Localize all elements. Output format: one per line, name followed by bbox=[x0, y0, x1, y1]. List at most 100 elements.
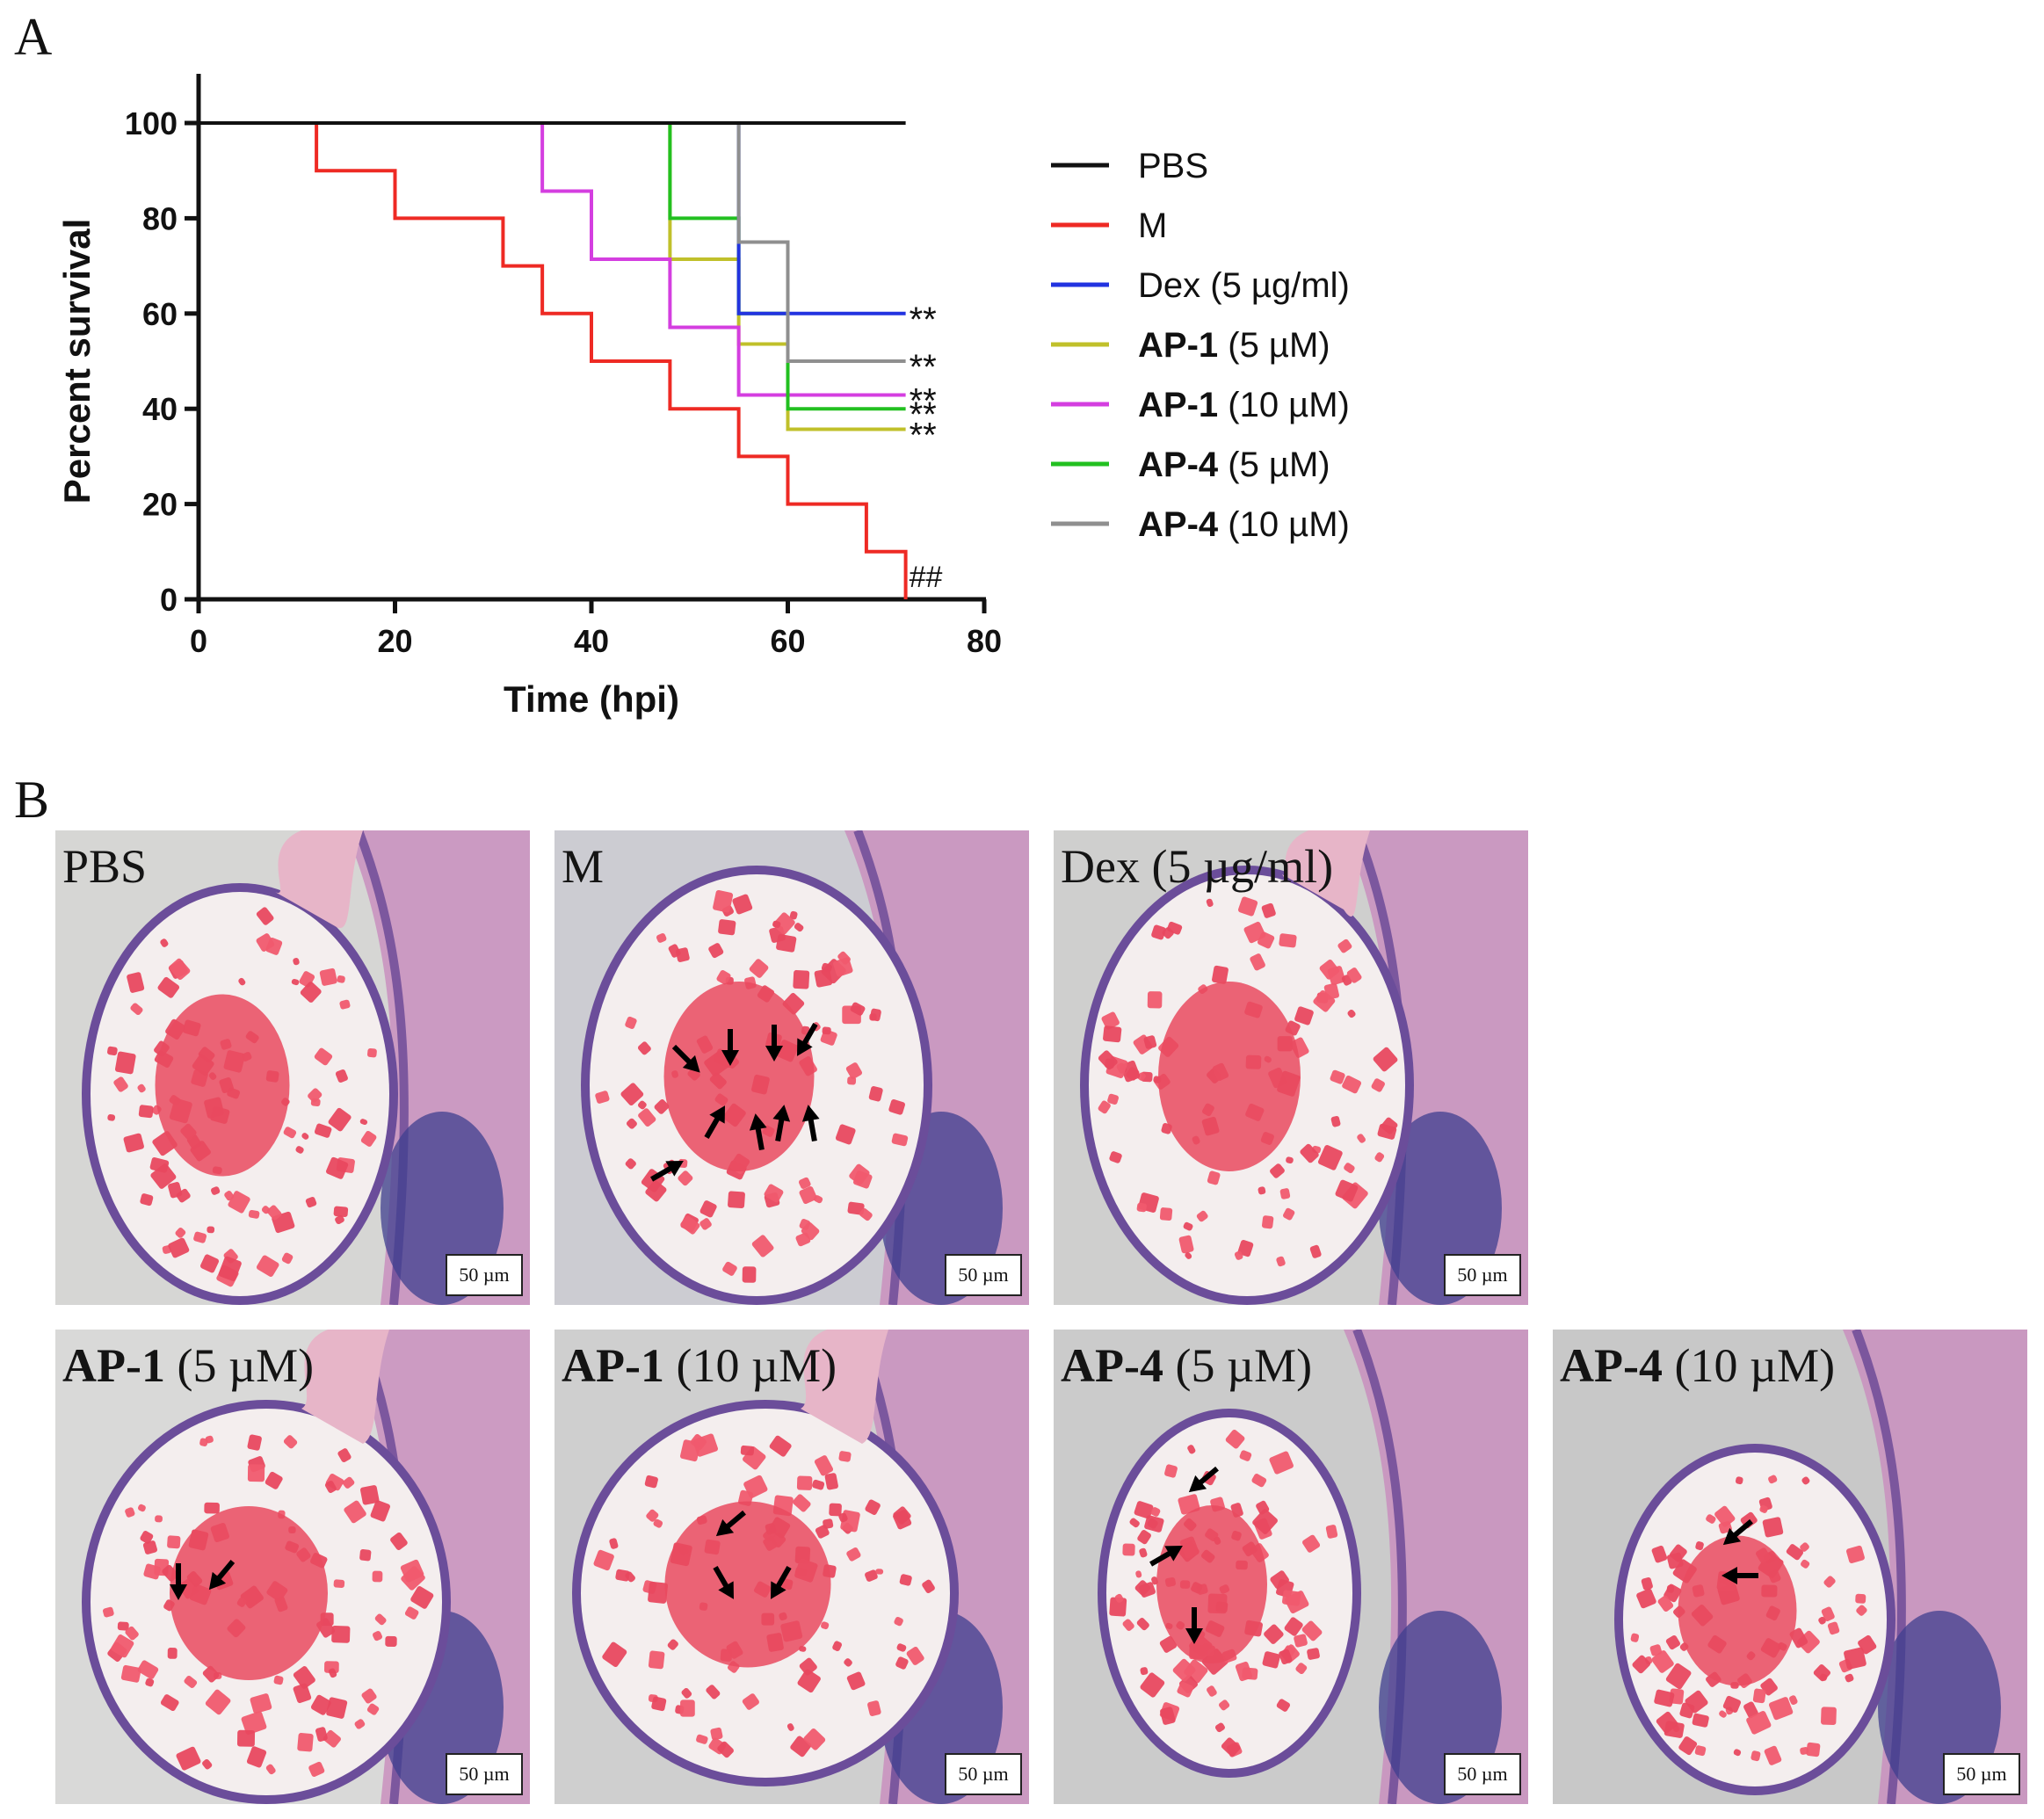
red-cell bbox=[360, 1130, 377, 1147]
red-cell bbox=[1342, 1076, 1362, 1094]
sac-neck bbox=[801, 1330, 888, 1444]
red-cell bbox=[708, 943, 724, 959]
arrow-head bbox=[1185, 1628, 1203, 1644]
red-cell bbox=[865, 1569, 878, 1582]
histology-label: PBS bbox=[62, 839, 147, 894]
red-cell bbox=[281, 1252, 294, 1265]
red-cell bbox=[1207, 1170, 1221, 1185]
red-cell bbox=[844, 1658, 852, 1667]
red-cell bbox=[145, 1678, 155, 1687]
red-cell bbox=[331, 1626, 351, 1643]
red-cell bbox=[1185, 1251, 1192, 1259]
red-cell bbox=[314, 1123, 332, 1138]
red-cell bbox=[138, 1105, 154, 1119]
red-cell bbox=[638, 1100, 647, 1110]
red-cell bbox=[1242, 1667, 1258, 1680]
red-cell bbox=[247, 1434, 262, 1451]
arrow-head bbox=[1722, 1527, 1742, 1546]
red-cell bbox=[1136, 1618, 1149, 1631]
red-cell bbox=[123, 1133, 144, 1153]
red-cell bbox=[1214, 1722, 1225, 1733]
red-cell bbox=[620, 1083, 644, 1106]
red-cell bbox=[1187, 1445, 1196, 1454]
red-cell bbox=[1768, 1697, 1794, 1721]
red-cell bbox=[1159, 1207, 1173, 1221]
survival-chart: 0 20 40 60 80 0 20 40 60 80 100 Time (hpi) Percent s… bbox=[56, 74, 1350, 720]
red-cell bbox=[772, 920, 781, 928]
red-cell bbox=[1206, 898, 1214, 907]
red-cell bbox=[651, 1696, 667, 1712]
red-cell bbox=[1692, 1713, 1709, 1728]
arrow-head bbox=[665, 1161, 684, 1177]
red-cell bbox=[740, 1445, 755, 1456]
red-cell bbox=[1134, 1501, 1154, 1519]
red-cell bbox=[1357, 1134, 1366, 1143]
red-cell bbox=[315, 1727, 328, 1742]
red-cell bbox=[680, 1215, 700, 1235]
arrow-head bbox=[771, 1581, 786, 1599]
red-cell bbox=[1257, 931, 1275, 949]
red-cell bbox=[142, 1540, 158, 1554]
red-cell bbox=[1147, 1518, 1158, 1529]
red-cell bbox=[120, 1664, 141, 1683]
red-cell bbox=[157, 976, 180, 998]
red-cell bbox=[359, 1119, 368, 1126]
red-cell bbox=[344, 1500, 366, 1524]
red-cell bbox=[335, 1069, 348, 1083]
red-cell bbox=[789, 910, 798, 920]
red-cell bbox=[868, 1086, 883, 1102]
red-cell bbox=[1178, 1235, 1194, 1254]
red-cell bbox=[906, 1646, 924, 1665]
red-cell bbox=[845, 1062, 863, 1079]
red-cell bbox=[1806, 1742, 1821, 1757]
red-cell bbox=[1301, 1620, 1323, 1641]
red-cell bbox=[895, 1656, 909, 1670]
red-cell bbox=[1196, 1210, 1208, 1222]
red-cell bbox=[1313, 989, 1336, 1012]
red-cell bbox=[241, 1711, 267, 1736]
red-cell bbox=[295, 1146, 304, 1154]
red-cell bbox=[1177, 1681, 1193, 1698]
red-cell bbox=[366, 1047, 377, 1058]
red-cell bbox=[1319, 959, 1340, 980]
red-cell bbox=[626, 1118, 637, 1129]
histology-label-text: Dex (5 µg/ml) bbox=[1061, 840, 1334, 893]
red-cell bbox=[648, 1650, 665, 1670]
red-cell bbox=[656, 933, 667, 943]
red-cell bbox=[150, 1163, 177, 1189]
survival-curve-ap-1-10-m- bbox=[199, 121, 906, 397]
red-cell bbox=[1823, 1576, 1836, 1588]
red-cell bbox=[293, 1683, 312, 1704]
red-cell bbox=[869, 1008, 881, 1022]
red-cell bbox=[238, 977, 246, 986]
x-tick-label: 80 bbox=[967, 623, 1002, 659]
red-cell bbox=[668, 944, 681, 958]
tissue-section-image bbox=[572, 1330, 1029, 1804]
panel-a-letter: A bbox=[14, 8, 53, 66]
red-cell bbox=[130, 1003, 143, 1016]
red-cell bbox=[140, 1193, 154, 1207]
red-cell bbox=[1801, 1476, 1810, 1485]
red-cell bbox=[247, 1464, 265, 1482]
red-cell bbox=[625, 1158, 636, 1170]
red-cell bbox=[1374, 1152, 1385, 1163]
red-cell bbox=[1207, 1685, 1217, 1697]
red-cell bbox=[1164, 1464, 1178, 1478]
red-cell bbox=[167, 1647, 178, 1659]
red-cell bbox=[1800, 1747, 1809, 1755]
tissue-section-image bbox=[1098, 1330, 1528, 1804]
arrow-marker bbox=[650, 1161, 684, 1182]
red-cell bbox=[1212, 965, 1229, 984]
red-cell bbox=[899, 1574, 912, 1586]
red-cell bbox=[847, 1201, 865, 1215]
red-cell-mass bbox=[1678, 1535, 1797, 1686]
scale-bar: 50 µm bbox=[1943, 1753, 2020, 1795]
arrow-head bbox=[721, 1050, 739, 1066]
red-cell bbox=[374, 1613, 387, 1626]
red-cell bbox=[314, 1047, 333, 1066]
red-cell bbox=[333, 1206, 349, 1217]
histology-panel-ap1-10: AP-1 (10 µM) 50 µm bbox=[554, 1330, 1029, 1804]
red-cell bbox=[699, 1218, 712, 1230]
tissue-section-image bbox=[1080, 830, 1528, 1305]
red-cell bbox=[1641, 1576, 1653, 1591]
